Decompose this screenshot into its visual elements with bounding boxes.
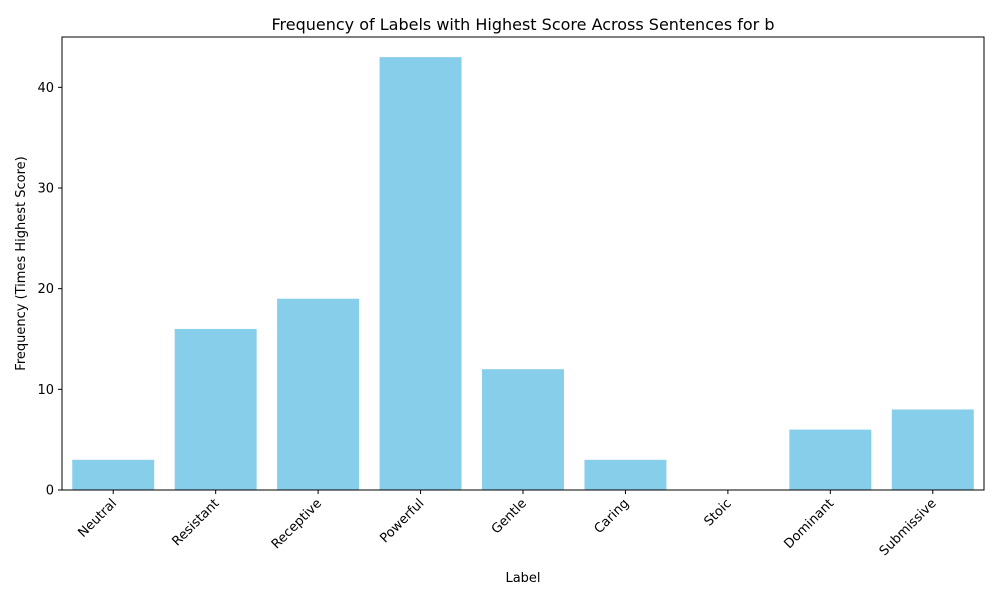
bar-dominant — [789, 429, 872, 490]
x-tick-label: Stoic — [701, 496, 734, 529]
x-tick-label: Powerful — [377, 496, 427, 546]
y-tick-label: 20 — [37, 282, 54, 297]
chart-title: Frequency of Labels with Highest Score A… — [271, 15, 774, 34]
y-tick-label: 30 — [37, 182, 54, 197]
x-tick-label: Caring — [592, 496, 633, 537]
y-tick-label: 10 — [37, 383, 54, 398]
plot-frame — [61, 36, 985, 491]
bars-group — [72, 57, 974, 491]
x-tick-label: Neutral — [76, 496, 121, 541]
x-tick-label: Gentle — [489, 496, 530, 537]
x-tick-label: Receptive — [269, 496, 325, 552]
x-axis-label: Label — [505, 571, 540, 586]
x-axis-ticks: Neutral Resistant Receptive Powerful Gentle C… — [76, 490, 940, 559]
bar-neutral — [72, 459, 155, 490]
x-tick-label: Resistant — [169, 496, 222, 549]
y-axis-label: Frequency (Times Highest Score) — [14, 156, 29, 370]
y-tick-label: 40 — [37, 81, 54, 96]
x-tick-label: Submissive — [877, 496, 940, 559]
bar-powerful — [379, 57, 462, 491]
bar-submissive — [891, 409, 974, 490]
bar-gentle — [482, 369, 564, 490]
bar-resistant — [174, 328, 257, 490]
bar-receptive — [277, 298, 360, 490]
bar-caring — [584, 459, 667, 490]
y-axis-ticks: 0 10 20 30 40 — [37, 81, 62, 499]
x-tick-label: Dominant — [781, 496, 837, 552]
y-tick-label: 0 — [46, 484, 54, 499]
